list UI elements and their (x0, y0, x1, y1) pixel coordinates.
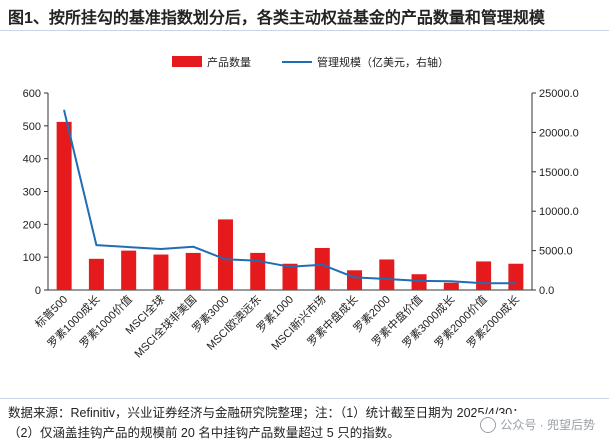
line-point (515, 282, 517, 285)
y-left-tick-label: 200 (23, 219, 41, 231)
bar (153, 254, 169, 290)
y-left-tick-label: 300 (23, 187, 41, 199)
bar (314, 247, 330, 290)
bar (121, 250, 137, 290)
bar (476, 261, 492, 290)
y-left-tick-label: 0 (35, 285, 41, 297)
wechat-icon (480, 416, 497, 433)
bar (56, 121, 72, 290)
source-note-line2: （2）仅涵盖挂钩产品的规模前 20 名中挂钩产品数量超过 5 只的指数。 (8, 426, 400, 440)
y-right-tick-label: 15000.0 (539, 167, 579, 179)
line-point (386, 278, 388, 280)
y-right-tick-label: 5000.0 (539, 246, 573, 258)
line-point (127, 246, 130, 248)
footer-divider (0, 398, 609, 399)
bar (347, 270, 363, 290)
bar (185, 252, 201, 290)
y-left-tick-label: 400 (23, 154, 41, 166)
y-left-tick-label: 600 (23, 88, 41, 100)
y-right-tick-label: 0.0 (539, 285, 554, 297)
line-point (192, 245, 194, 248)
line-point (418, 280, 420, 282)
bar (88, 258, 104, 290)
bar (508, 263, 524, 290)
x-axis-labels: 标普500罗素1000成长罗素1000价值MSCI全球MSCI全球非美国罗素30… (32, 292, 522, 360)
y-left-tick-label: 100 (23, 252, 41, 264)
line-point (256, 260, 259, 262)
chart: 产品数量 管理规模（亿美元，右轴） 0 100 200 300 400 500 600 0.0 5… (23, 55, 579, 360)
y-right-tick-label: 20000.0 (539, 127, 579, 139)
bar (379, 259, 395, 290)
legend: 产品数量 管理规模（亿美元，右轴） (172, 55, 449, 69)
legend-label-line: 管理规模（亿美元，右轴） (317, 55, 449, 69)
bar (282, 263, 298, 290)
line-point (63, 109, 65, 112)
y-right-tick-label: 10000.0 (539, 206, 579, 218)
bar-series (56, 121, 524, 290)
watermark: 公众号 · 兜望后势 (476, 414, 599, 435)
line-point (353, 276, 356, 279)
title-bar: 图1、按所挂勾的基准指数划分后，各类主动权益基金的产品数量和管理规模 (0, 0, 609, 31)
legend-label-bar: 产品数量 (207, 55, 251, 69)
bar (217, 219, 233, 290)
line-point (321, 263, 324, 266)
line-point (482, 282, 485, 285)
line-point (450, 280, 453, 283)
bar (411, 274, 427, 290)
source-note-line1: 数据来源：Refinitiv，兴业证券经济与金融研究院整理；注：（1）统计截至日… (8, 406, 525, 420)
bar (443, 282, 459, 290)
legend-swatch-bar (172, 56, 202, 67)
line-point (160, 248, 162, 250)
x-tick-label: MSCI欧澳远东 (204, 293, 264, 353)
x-tick-label: MSCI新兴市场 (268, 292, 328, 352)
figure-title: 图1、按所挂勾的基准指数划分后，各类主动权益基金的产品数量和管理规模 (8, 10, 545, 27)
line-series (63, 109, 517, 285)
y-right-tick-label: 25000.0 (539, 88, 579, 100)
line-point (95, 244, 98, 246)
y-left-tick-label: 500 (23, 121, 41, 133)
watermark-text: 公众号 · 兜望后势 (500, 418, 595, 432)
bar (250, 252, 266, 290)
axes: 0 100 200 300 400 500 600 0.0 5000.0 10000.0 15000… (23, 88, 579, 297)
line-point (289, 265, 291, 268)
line-point (224, 258, 227, 261)
